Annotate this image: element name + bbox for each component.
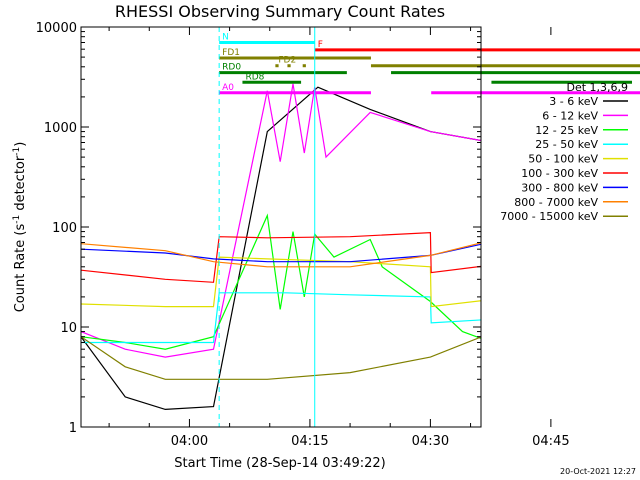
series-layer xyxy=(81,83,481,411)
y-tick-label: 100 xyxy=(52,221,77,236)
flag-label: A0 xyxy=(222,83,234,93)
series-line-7 xyxy=(81,242,481,268)
x-tick-label: 04:45 xyxy=(532,434,569,449)
legend-label: 100 - 300 keV xyxy=(521,167,598,180)
flag-label: N xyxy=(222,32,229,42)
y-tick-label: 10000 xyxy=(36,21,77,36)
y-axis: 1 10 100 1000 10000 xyxy=(36,21,481,436)
flag-label: F xyxy=(318,40,323,50)
y-axis-label-part: Count Rate (s xyxy=(13,224,28,313)
y-tick-label: 10 xyxy=(60,321,77,336)
y-tick-label: 1 xyxy=(69,421,77,436)
legend-label: 3 - 6 keV xyxy=(549,95,598,108)
flag-bars: N F FD1 FD2 RD0 RD8 A0 xyxy=(219,32,640,95)
legend-label: 800 - 7000 keV xyxy=(514,196,598,209)
flag-label: FD2 xyxy=(278,56,296,66)
legend-label: 6 - 12 keV xyxy=(542,109,598,122)
vertical-markers xyxy=(218,27,316,427)
legend-label: 25 - 50 keV xyxy=(535,138,598,151)
series-line-3 xyxy=(81,292,481,344)
series-line-4 xyxy=(81,256,481,308)
chart-title: RHESSI Observing Summary Count Rates xyxy=(115,2,445,21)
legend-label: 50 - 100 keV xyxy=(528,153,598,166)
flag-label: RD8 xyxy=(245,72,264,82)
legend-label: 7000 - 15000 keV xyxy=(500,210,598,223)
flag-label: RD0 xyxy=(222,63,241,73)
series-line-5 xyxy=(81,231,481,283)
y-axis-label-exponent: -1 xyxy=(12,147,22,156)
y-axis-label: Count Rate (s-1 detector-1) xyxy=(12,142,28,313)
legend-label: 300 - 800 keV xyxy=(521,181,598,194)
legend-label: 12 - 25 keV xyxy=(535,124,598,137)
flag-label: FD1 xyxy=(222,48,240,58)
x-tick-label: 04:00 xyxy=(171,434,208,449)
y-axis-label-exponent: -1 xyxy=(12,215,22,224)
timestamp: 20-Oct-2021 12:27 xyxy=(560,467,636,476)
y-axis-label-part: detector xyxy=(13,155,28,215)
series-line-8 xyxy=(81,336,481,380)
x-tick-label: 04:15 xyxy=(291,434,328,449)
series-line-2 xyxy=(81,213,481,350)
series-line-6 xyxy=(81,243,481,263)
series-line-1 xyxy=(81,83,481,358)
legend-title: Det 1,3,6,9 xyxy=(566,81,628,94)
y-tick-label: 1000 xyxy=(44,121,77,136)
y-axis-label-part: ) xyxy=(13,142,28,147)
x-tick-label: 04:30 xyxy=(412,434,449,449)
x-axis-label: Start Time (28-Sep-14 03:49:22) xyxy=(174,456,385,471)
